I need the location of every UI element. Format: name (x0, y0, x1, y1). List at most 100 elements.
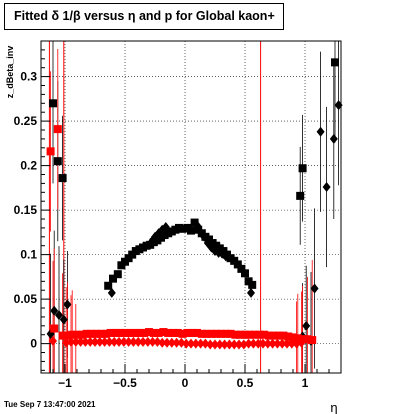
data-point-diamond (110, 336, 119, 347)
data-point-diamond (55, 310, 63, 321)
data-point-square (231, 330, 240, 339)
y-tick-label: 0.2 (20, 159, 37, 173)
data-point-square (245, 330, 254, 339)
data-point-diamond (239, 339, 248, 350)
data-point-square (298, 335, 307, 344)
data-point-diamond (62, 337, 71, 348)
data-point-diamond (187, 338, 195, 349)
data-point-diamond (221, 251, 230, 262)
data-point-square (212, 329, 221, 338)
data-point-square (92, 329, 101, 338)
data-point-diamond (220, 339, 229, 350)
data-point-diamond (329, 133, 338, 144)
data-point-diamond (268, 338, 277, 349)
chart-title: Fitted δ 1/β versus η and p for Global k… (14, 9, 275, 23)
y-tick-label: 0.15 (14, 203, 38, 217)
data-point-square (53, 157, 62, 166)
y-tick-label: 0.25 (14, 114, 38, 128)
data-point-diamond (191, 338, 200, 349)
data-point-square (279, 331, 288, 340)
data-point-square (303, 335, 312, 344)
data-point-square (154, 328, 163, 337)
data-point-diamond (206, 339, 215, 350)
data-point-square (289, 333, 297, 342)
x-tick-label: 0.5 (237, 376, 254, 390)
data-point-diamond (124, 336, 133, 347)
data-point-square (116, 328, 125, 337)
x-tick-label: 0 (182, 376, 189, 390)
data-point-diamond (172, 337, 181, 348)
data-point-diamond (215, 339, 224, 350)
data-point-square (178, 329, 187, 338)
data-point-square (241, 269, 249, 278)
data-point-diamond (63, 299, 72, 310)
data-point-square (298, 164, 307, 173)
data-point-square (130, 328, 139, 337)
data-point-diamond (158, 337, 167, 348)
data-point-diamond (134, 336, 143, 347)
y-tick-label: 0.3 (20, 70, 37, 84)
data-point-square (77, 330, 86, 339)
data-point-diamond (71, 336, 80, 347)
data-point-square (183, 328, 192, 337)
data-point-diamond (297, 337, 306, 348)
data-point-diamond (225, 339, 234, 350)
data-point-square (331, 58, 339, 67)
data-point-square (207, 329, 216, 338)
data-point-square (233, 260, 242, 269)
data-point-diamond (115, 336, 123, 347)
data-point-diamond (254, 338, 263, 349)
chart-title-box: Fitted δ 1/β versus η and p for Global k… (4, 3, 284, 30)
data-point-square (164, 328, 173, 337)
data-point-square (106, 328, 115, 337)
data-point-square (260, 330, 269, 339)
data-point-diamond (235, 339, 243, 350)
data-point-square (293, 334, 302, 343)
data-point-diamond (148, 336, 157, 347)
data-point-diamond (244, 338, 253, 349)
data-point-square (82, 329, 91, 338)
data-point-diamond (278, 338, 287, 349)
data-point-square (149, 328, 158, 337)
data-point-diamond (273, 338, 282, 349)
data-point-square (159, 328, 168, 337)
data-point-diamond (107, 287, 116, 298)
error-bars (50, 41, 340, 373)
data-point-square (111, 328, 120, 337)
data-point-diamond (59, 314, 68, 325)
data-point-square (193, 328, 201, 337)
data-point-diamond (153, 336, 162, 347)
data-point-square (187, 226, 195, 235)
data-point-square (121, 328, 129, 337)
data-point-diamond (322, 181, 331, 192)
data-point-square (178, 224, 187, 233)
data-point-diamond (292, 338, 301, 349)
data-point-diamond (211, 246, 219, 257)
data-point-diamond (211, 339, 219, 350)
data-point-square (255, 330, 264, 339)
data-point-square (58, 174, 67, 183)
data-point-square (188, 328, 197, 337)
data-point-diamond (247, 287, 255, 298)
y-tick-label: 0 (30, 337, 37, 351)
data-point-diamond (182, 338, 191, 349)
data-point-diamond (143, 336, 152, 347)
data-point-diamond (163, 337, 171, 348)
data-point-diamond (249, 338, 258, 349)
data-point-diamond (161, 222, 170, 233)
data-point-square (250, 330, 259, 339)
data-point-diamond (139, 336, 147, 347)
data-point-square (265, 331, 273, 340)
x-tick-labels: −1 −0.5 0 0.5 1 (58, 376, 309, 390)
y-axis-label: z_dBeta_inv (5, 46, 15, 99)
y-tick-labels: 0 0.05 0.1 0.15 0.2 0.25 0.3 (14, 70, 38, 351)
data-point-square (241, 330, 249, 339)
data-point-square (68, 330, 77, 339)
data-point-diamond (196, 338, 205, 349)
data-point-square (87, 329, 96, 338)
data-point-diamond (167, 337, 176, 348)
data-point-square (125, 328, 134, 337)
data-point-square (169, 328, 177, 337)
vertical-marker-lines (48, 41, 262, 373)
